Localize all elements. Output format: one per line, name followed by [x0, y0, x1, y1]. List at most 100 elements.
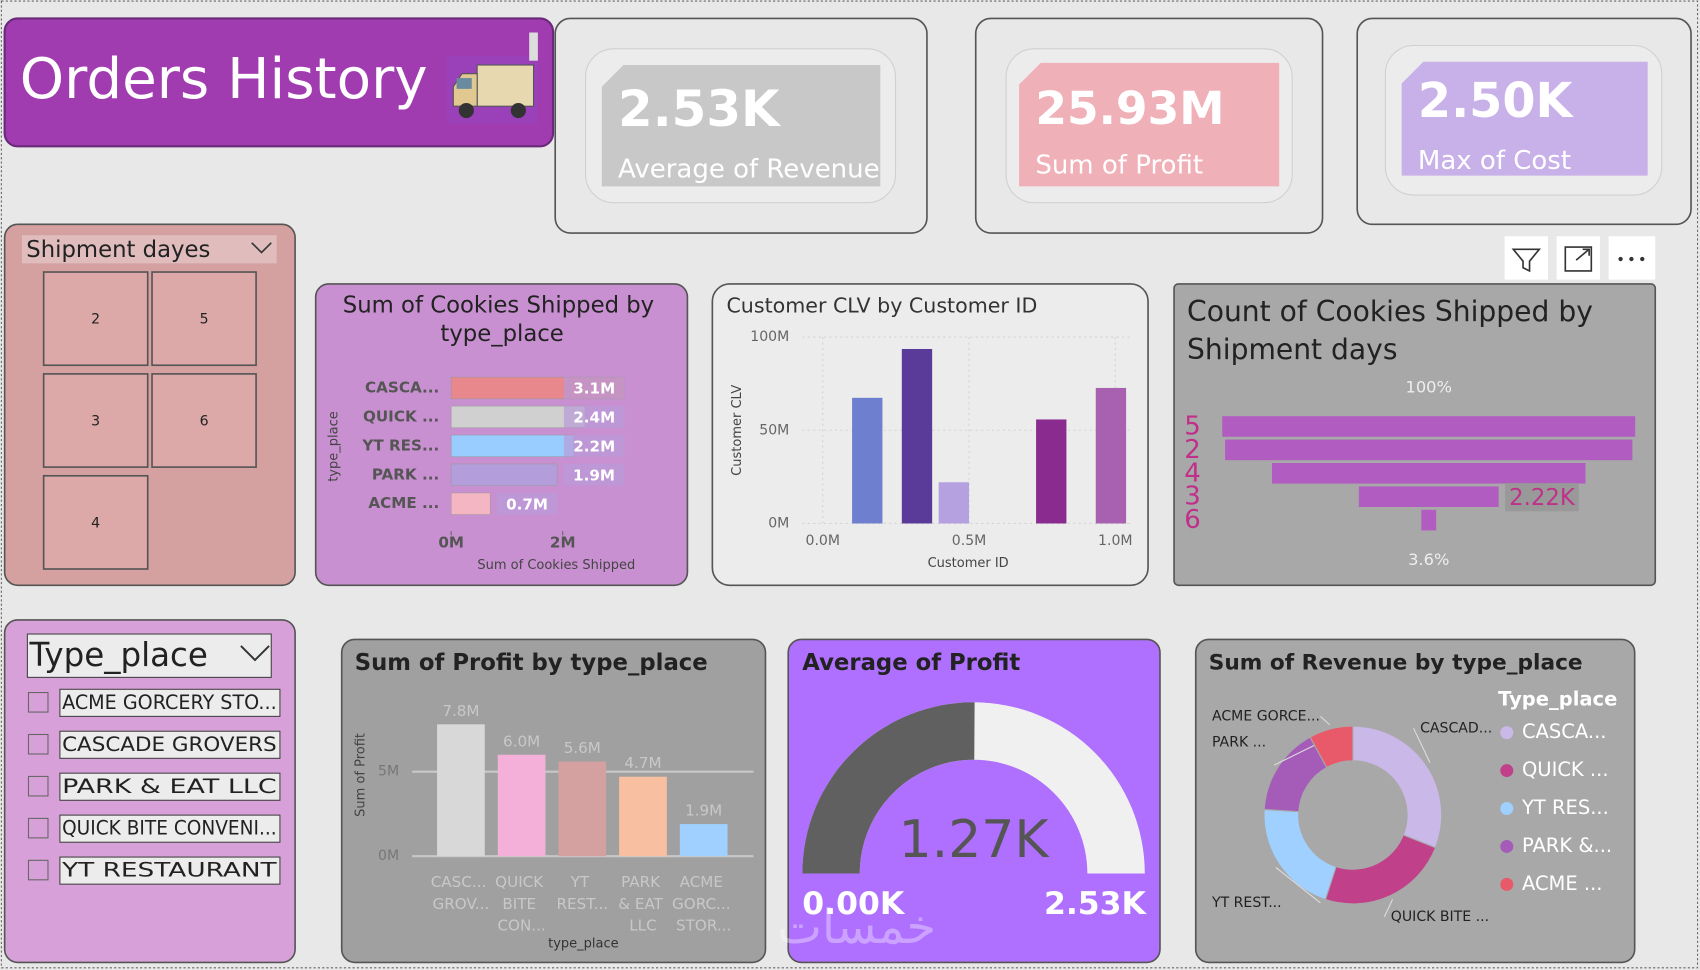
legend-label: YT RES... — [1521, 796, 1609, 819]
kpi-label: Average of Revenue — [618, 155, 880, 185]
chart-panel — [787, 638, 1161, 964]
slicer-tile[interactable] — [42, 373, 149, 468]
slicer-tile[interactable] — [42, 271, 149, 367]
slice-label: ACME GORCE... — [1212, 708, 1320, 724]
x-axis-title: Customer ID — [928, 556, 1009, 571]
value-label-box — [563, 435, 625, 457]
x-tick-label: 1.0M — [1098, 533, 1133, 549]
slicer-item-box[interactable] — [59, 688, 281, 717]
page-title: Orders History — [20, 47, 428, 112]
x-tick-label: 0.0M — [806, 533, 841, 549]
slicer-tile[interactable] — [42, 474, 149, 570]
chart-title: Average of Profit — [802, 650, 1020, 676]
kpi-shape — [601, 65, 881, 187]
funnel-category: 4 — [1184, 458, 1201, 488]
more-dot — [1618, 256, 1623, 262]
chart-title: Count of Cookies Shipped by Shipment day… — [1187, 295, 1602, 366]
value-label-box — [563, 406, 625, 428]
leader-line — [1273, 741, 1321, 766]
kpi-shape — [1401, 61, 1648, 176]
y-tick-label: QUICK ... — [363, 407, 439, 425]
slicer-item-box[interactable] — [59, 772, 281, 801]
slicer-tiles: 2 5 3 6 4 — [42, 271, 257, 570]
value-label: 7.8M — [442, 702, 479, 720]
filter-icon — [1511, 248, 1542, 273]
dropdown-chevron[interactable] — [251, 242, 272, 254]
slicer-item-label: PARK & EAT LLC — [62, 775, 277, 798]
legend-marker — [1500, 726, 1514, 740]
donut-slice — [1309, 725, 1354, 769]
header-card — [3, 17, 555, 148]
x-tick-label: YT REST... — [556, 873, 608, 913]
slicer-dropdown[interactable] — [26, 633, 272, 678]
gauge-max-label: 2.53K — [1044, 886, 1148, 922]
value-label: 3.1M — [573, 380, 615, 398]
slice-label: YT REST... — [1211, 895, 1282, 911]
y-tick-label: CASCA... — [365, 379, 439, 397]
y-axis-title: Customer CLV — [730, 385, 745, 476]
kpi-value: 2.50K — [1418, 74, 1575, 129]
value-label: 2.4M — [573, 409, 615, 427]
checkbox[interactable] — [27, 817, 49, 839]
slice-label: CASCAD... — [1420, 720, 1492, 736]
x-axis-title: type_place — [548, 936, 619, 951]
slicer-title: Type_place — [29, 636, 208, 674]
y-tick-label: 0M — [378, 848, 399, 864]
slicer-tile[interactable] — [151, 271, 257, 367]
chart-title: Sum of Cookies Shipped by type_place — [343, 292, 662, 346]
slice-label: QUICK BITE ... — [1391, 909, 1489, 925]
legend-marker — [1500, 877, 1514, 891]
bar — [450, 463, 558, 486]
bar — [450, 434, 575, 457]
slicer-header[interactable] — [21, 235, 277, 264]
visual-header — [1504, 236, 1656, 280]
gauge-value — [802, 702, 975, 874]
bar — [679, 824, 728, 857]
checkbox[interactable] — [27, 775, 49, 797]
value-label-box — [496, 492, 558, 515]
legend-marker — [1500, 802, 1514, 816]
chart-title: Sum of Profit by type_place — [355, 650, 708, 676]
slicer-item-label: CASCADE GROVERS — [62, 733, 277, 756]
bar — [852, 397, 883, 524]
legend-title: Type_place — [1498, 688, 1617, 711]
x-tick-label: ACME GORC... STOR... — [672, 873, 735, 934]
value-label-box — [1505, 483, 1579, 512]
kpi-label: Sum of Profit — [1035, 150, 1203, 180]
checkbox[interactable] — [27, 733, 49, 755]
leader-line — [1275, 866, 1321, 904]
slicer-item-box[interactable] — [59, 856, 281, 885]
slicer-item-label: ACME GORCERY STO... — [62, 691, 277, 714]
legend-marker — [1500, 839, 1514, 853]
funnel-category: 2 — [1184, 435, 1201, 465]
leader-line — [1383, 899, 1394, 918]
value-label-box — [563, 377, 625, 399]
bar — [450, 492, 491, 515]
donut-slice — [1352, 725, 1443, 849]
slicer-items: ACME GORCERY STO... CASCADE GROVERS PARK &… — [27, 688, 281, 885]
slicer-title: Shipment dayes — [26, 237, 210, 263]
filter-button[interactable] — [1504, 236, 1548, 280]
y-tick-label: 100M — [750, 329, 789, 345]
dropdown-chevron[interactable] — [240, 645, 270, 662]
legend-label: PARK &... — [1522, 834, 1612, 857]
slicer-tile[interactable] — [151, 373, 257, 468]
chart-title: Customer CLV by Customer ID — [726, 294, 1037, 318]
slicer-tile-label: 6 — [200, 414, 209, 430]
y-axis-title: type_place — [327, 411, 342, 482]
checkbox[interactable] — [27, 692, 49, 713]
slicer-item-box[interactable] — [59, 730, 281, 759]
more-dot — [1629, 256, 1634, 262]
bar — [938, 482, 970, 524]
gauge-value-label: 1.27K — [899, 810, 1051, 870]
slicer-item-box[interactable] — [59, 814, 281, 843]
kpi-shape — [1019, 62, 1280, 187]
legend-label: QUICK ... — [1522, 758, 1609, 781]
kpi-value: 2.53K — [618, 80, 782, 138]
y-axis-title: Sum of Profit — [354, 733, 369, 817]
value-label: 5.6M — [564, 739, 601, 757]
value-label: 1.9M — [685, 802, 722, 820]
checkbox[interactable] — [27, 859, 49, 881]
